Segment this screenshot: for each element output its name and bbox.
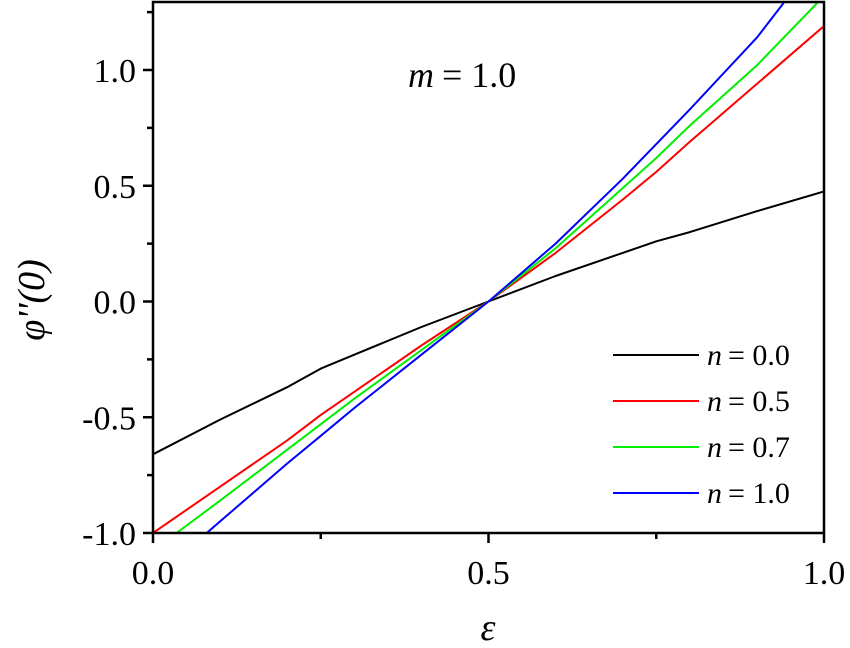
x-tick-label: 0.5 bbox=[467, 555, 510, 592]
legend-label: n = 0.5 bbox=[707, 385, 790, 418]
series-line-0 bbox=[153, 190, 824, 456]
y-axis-ticks: -1.0 -0.5 0.0 0.5 1.0 bbox=[82, 10, 153, 553]
legend: n = 0.0 n = 0.5 n = 0.7 n = 1.0 bbox=[613, 339, 790, 510]
x-axis-ticks: 0.0 0.5 1.0 bbox=[132, 533, 846, 592]
y-tick-label: -0.5 bbox=[82, 400, 136, 437]
series-line-3 bbox=[206, 2, 785, 533]
y-tick-label: -1.0 bbox=[82, 516, 136, 553]
legend-label: n = 0.7 bbox=[707, 431, 790, 464]
x-tick-label: 1.0 bbox=[803, 555, 846, 592]
y-tick-label: 0.5 bbox=[94, 169, 137, 206]
legend-label: n = 1.0 bbox=[707, 477, 790, 510]
parameter-annotation: m = 1.0 bbox=[408, 55, 516, 95]
x-axis-label: ε bbox=[481, 607, 496, 648]
legend-label: n = 0.0 bbox=[707, 339, 790, 372]
y-axis-label: φ''(0) bbox=[11, 259, 53, 341]
y-tick-label: 1.0 bbox=[94, 53, 137, 90]
plot-curves bbox=[153, 2, 824, 533]
y-tick-label: 0.0 bbox=[94, 285, 137, 322]
series-line-1 bbox=[153, 25, 824, 533]
x-tick-label: 0.0 bbox=[132, 555, 175, 592]
